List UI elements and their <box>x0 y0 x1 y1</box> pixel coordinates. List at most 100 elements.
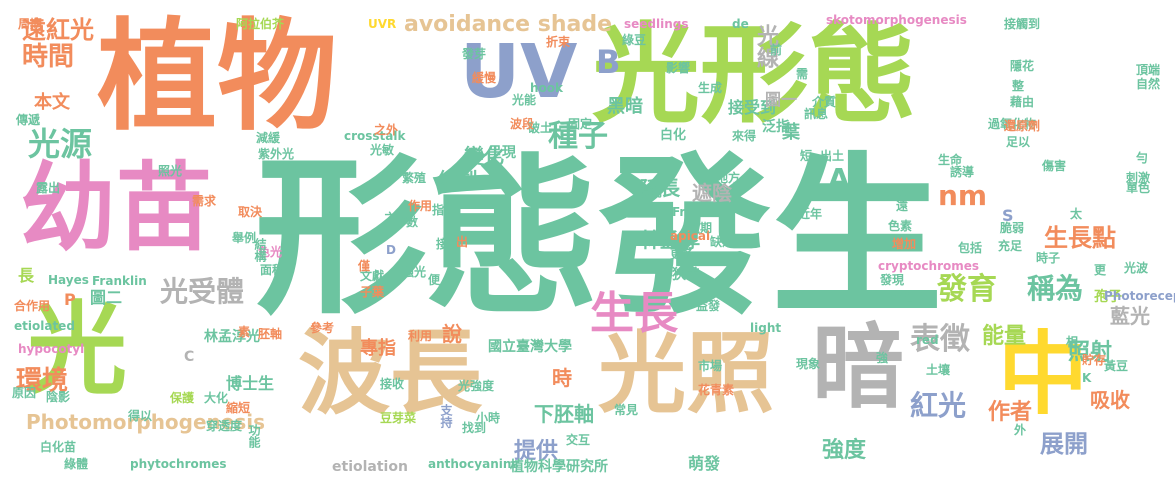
word-cloud-word: 白化苗 <box>40 440 77 454</box>
word-cloud-word: 圖二 <box>90 288 123 307</box>
word-cloud-word: B <box>596 43 621 81</box>
word-cloud-word: 黃豆 <box>1104 359 1129 373</box>
word-cloud-word: 接觸 <box>436 237 461 251</box>
word-cloud-word: 光線 <box>753 24 778 68</box>
word-cloud-word: 之下 <box>384 211 409 225</box>
word-cloud-word: apical <box>670 229 711 243</box>
word-cloud-word: 萌發 <box>688 454 721 473</box>
word-cloud-word: Hayes <box>48 273 89 287</box>
word-cloud-word: 圖一 <box>765 90 798 109</box>
word-cloud-word: 照射 <box>1068 340 1113 365</box>
word-cloud-word: 繪製 <box>438 168 478 192</box>
word-cloud-word: 整 <box>1012 79 1025 93</box>
word-cloud-word: 折束 <box>546 35 571 49</box>
word-cloud-word: etiolation <box>332 459 408 475</box>
word-cloud-word: 博士生 <box>226 374 275 393</box>
word-cloud-word: 前 <box>770 43 783 57</box>
word-cloud-word: 胚軸 <box>258 327 283 341</box>
word-cloud-word: 延長 <box>640 176 680 200</box>
word-cloud-word: 利用 <box>408 329 433 343</box>
word-cloud-word: 黑暗 <box>607 96 643 117</box>
word-cloud-word: 地方 <box>716 171 741 185</box>
word-cloud-word: 破土 <box>528 121 553 135</box>
word-cloud-word: 脆弱 <box>1000 221 1025 235</box>
word-cloud-word: 變化 <box>464 144 504 168</box>
word-cloud-word: 作用 <box>408 199 433 213</box>
word-cloud-word: 時子 <box>1036 251 1061 265</box>
word-cloud-word: 呈現 <box>488 145 516 161</box>
word-cloud-word: 時 <box>552 366 572 390</box>
word-cloud-word: hook <box>530 81 564 95</box>
word-cloud-word: 取決 <box>238 205 263 219</box>
word-cloud-word: 遠 <box>896 199 909 213</box>
word-cloud-word: 豆芽菜 <box>380 411 417 425</box>
word-cloud-word: 白化 <box>660 128 687 143</box>
word-cloud-word: 小時 <box>476 411 501 425</box>
word-cloud-word: 隱花 <box>1010 59 1035 73</box>
word-cloud-word: 接受到 <box>728 98 777 117</box>
word-cloud-word: 紫外光 <box>258 147 295 161</box>
word-cloud-word: 迴避 <box>884 185 909 199</box>
word-cloud-word: 光強度 <box>458 379 495 393</box>
word-cloud-word: 交互 <box>566 433 591 447</box>
word-cloud-word: 太 <box>1070 207 1083 221</box>
word-cloud-word: 國立臺灣大學 <box>488 339 572 355</box>
word-cloud-word: 光敏 <box>370 143 395 157</box>
word-cloud-word: 影響 <box>666 61 691 75</box>
word-cloud-word: 本文 <box>34 92 70 113</box>
word-cloud-word: 綠體 <box>64 457 89 471</box>
word-cloud-word: 便 <box>428 273 441 287</box>
word-cloud-word: 刺激 <box>1126 171 1151 185</box>
word-cloud-word: 更多 <box>670 247 695 261</box>
word-cloud-word: 花青素 <box>698 383 735 397</box>
word-cloud-word: 過氧化物 <box>988 117 1037 131</box>
word-cloud-word: 狹義 <box>672 267 700 283</box>
word-cloud-word: 介質 <box>812 95 837 109</box>
word-cloud-word: 證明 <box>638 185 663 199</box>
word-cloud-word: 短 <box>800 149 813 163</box>
word-cloud-word: 原因 <box>12 386 37 400</box>
word-cloud-word: 傷害 <box>1042 159 1067 173</box>
word-cloud-word: 環境 <box>16 366 69 396</box>
word-cloud-word: 足以 <box>1006 135 1031 149</box>
word-cloud-word: 自然 <box>1136 77 1161 91</box>
word-cloud-word: 形態發生 <box>255 137 943 338</box>
word-cloud-word: 種子 <box>548 119 608 154</box>
word-cloud-word: 來得 <box>732 129 757 143</box>
word-cloud-word: 發芽 <box>462 47 487 61</box>
word-cloud-word: phytochromes <box>130 457 227 471</box>
word-cloud-word: 波段 <box>510 117 535 131</box>
word-cloud-word: 林孟淳光 <box>204 329 260 345</box>
word-cloud-word: 大化 <box>204 391 229 405</box>
word-cloud-word: 發現 <box>880 273 905 287</box>
word-cloud-word: 現象 <box>796 357 821 371</box>
word-cloud-word: 減緩 <box>256 131 281 145</box>
word-cloud-word: 植物科學研究所 <box>510 459 608 475</box>
word-cloud-word: 市場 <box>698 359 723 373</box>
word-cloud-word: 植物 <box>97 8 337 147</box>
word-cloud-word: 繁殖 <box>402 171 427 185</box>
word-cloud-word: 面積 <box>260 263 285 277</box>
word-cloud-word: K <box>1082 371 1092 385</box>
word-cloud-word: 更 <box>1094 263 1107 277</box>
word-cloud-word: 藉由 <box>1010 95 1035 109</box>
word-cloud-word: S <box>1002 206 1014 225</box>
word-cloud-word: P <box>64 290 76 309</box>
word-cloud-word: 子葉 <box>360 285 385 299</box>
word-cloud-word: 強 <box>876 351 889 365</box>
word-cloud-word: 綠豆 <box>622 33 647 47</box>
word-cloud-word: 生成 <box>698 81 723 95</box>
word-cloud-word: hypocotyl <box>18 342 85 356</box>
word-cloud-word: D <box>386 243 396 257</box>
word-cloud-word: 泛指 <box>762 119 790 135</box>
word-cloud-word: skotomorphogenesis <box>826 13 967 27</box>
word-cloud-word: 充足 <box>998 239 1023 253</box>
word-cloud-word: 單色 <box>1126 181 1151 195</box>
word-cloud-word: 專指 <box>360 338 396 359</box>
word-cloud-word: 穿透度 <box>206 419 243 433</box>
word-cloud-word: 合作用 <box>14 299 51 313</box>
word-cloud-word: etiolated <box>14 319 75 333</box>
word-cloud-word: 指 <box>432 203 445 217</box>
word-cloud-word: 誘導 <box>950 165 975 179</box>
word-cloud-word: 光照 <box>598 322 775 425</box>
